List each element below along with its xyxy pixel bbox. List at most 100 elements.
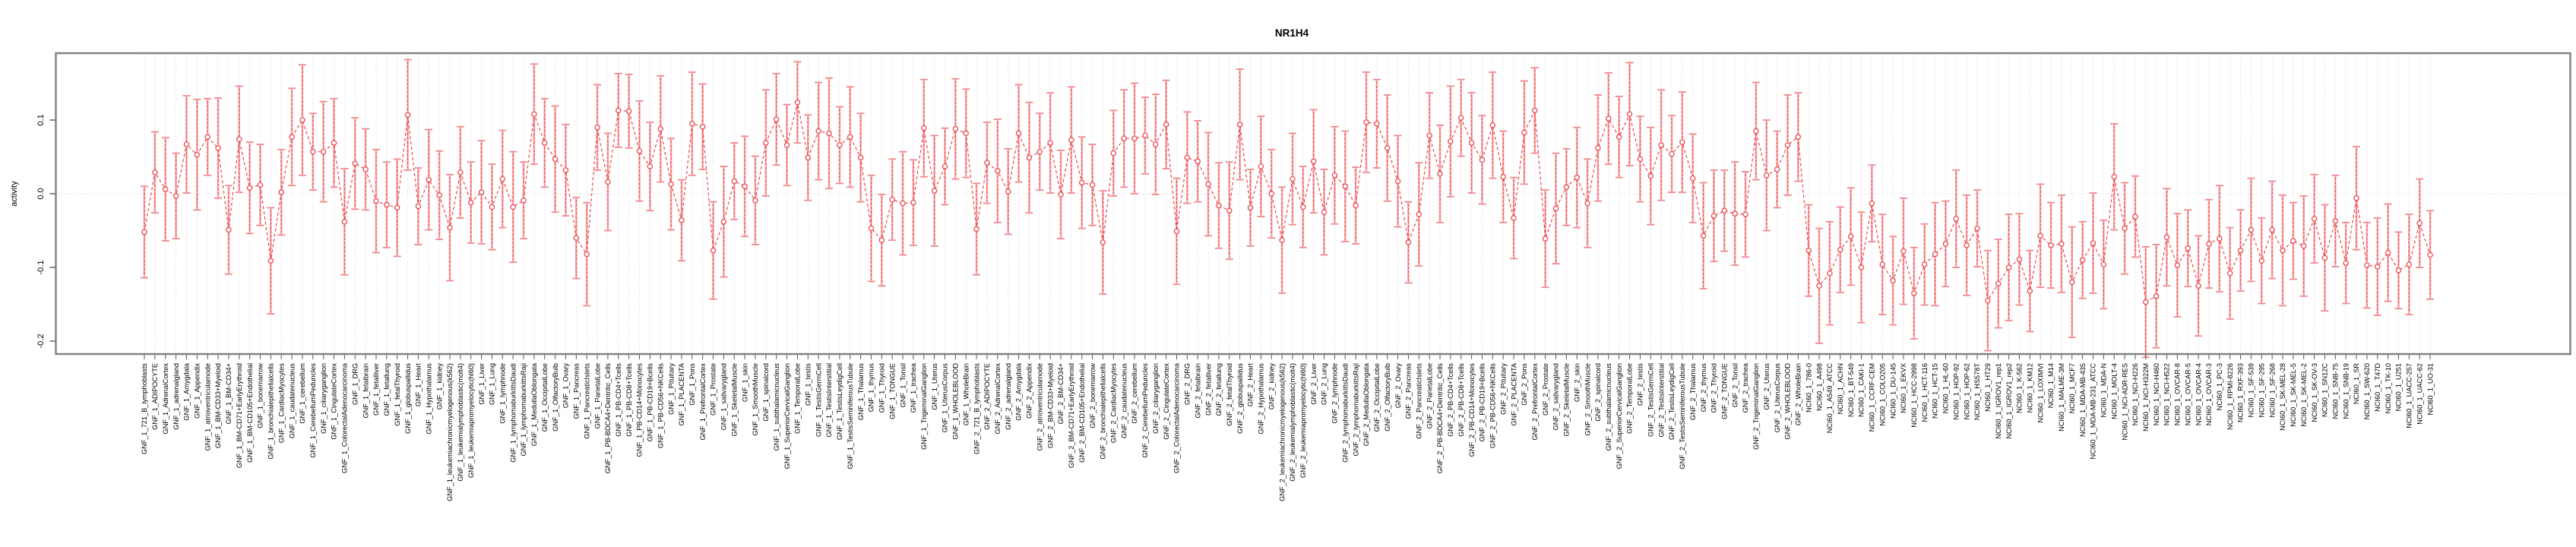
x-tick-label: GNF_1_ColorectalAdenocarcinoma <box>341 362 349 473</box>
data-point <box>1953 216 1960 222</box>
data-point <box>2280 247 2286 254</box>
x-tick-label: NCI60_1_RPMI-8226 <box>2226 363 2234 430</box>
x-tick-label: GNF_1_CerebellumPeduncles <box>309 363 317 458</box>
x-tick-label: GNF_1_atrioventricularnode <box>204 363 211 451</box>
data-point <box>1774 166 1780 172</box>
x-tick-label: GNF_1_PrefrontalCortex <box>699 363 707 441</box>
x-tick-label: GNF_1_Liver <box>478 363 486 405</box>
data-point <box>636 147 643 154</box>
data-point <box>1647 172 1654 179</box>
data-point <box>878 237 885 243</box>
data-point <box>436 192 442 198</box>
x-tick-label: GNF_2_leukemiapromyelocytic(hl60) <box>1299 363 1307 478</box>
x-tick-label: GNF_2_spinalcord <box>1594 363 1602 422</box>
data-point <box>1669 150 1675 157</box>
x-tick-label: GNF_2_lymphomaburkittsDaudi <box>1341 363 1349 463</box>
data-point <box>1078 179 1085 186</box>
data-point <box>573 235 580 241</box>
data-point <box>2385 249 2391 256</box>
x-tick-label: GNF_2_cerebellum <box>1131 363 1138 424</box>
x-tick-label: GNF_1_cerebellum <box>299 363 306 424</box>
x-tick-label: GNF_1_PB-CD8+Tcells <box>625 363 633 437</box>
x-tick-label: GNF_1_PB-CD56+NKCells <box>657 363 664 448</box>
x-tick-label: GNF_2_thymus <box>1700 363 1707 413</box>
x-tick-label: NCI60_1_CCRF-CEM <box>1869 363 1876 432</box>
x-tick-label: NCI60_1_ACHN <box>1837 363 1844 414</box>
x-tick-label: GNF_1_lymphnode <box>499 363 507 424</box>
x-tick-label: GNF_2_fetallung <box>1215 363 1223 416</box>
data-point <box>2153 293 2160 299</box>
data-point <box>2321 255 2328 261</box>
data-point <box>1500 173 1506 180</box>
data-point <box>1552 205 1559 212</box>
data-point <box>1036 148 1043 155</box>
data-point <box>1448 138 1454 144</box>
x-tick-label: GNF_2_UterusCorpus <box>1774 363 1781 433</box>
x-tick-label: GNF_1_fetalliver <box>372 363 380 416</box>
data-point <box>1584 200 1590 207</box>
data-point <box>805 154 812 161</box>
data-point <box>2311 216 2318 222</box>
x-tick-label: NCI60_1_HOP-92 <box>1952 363 1960 420</box>
x-tick-label: GNF_1_fetalbrain <box>362 363 369 419</box>
data-point <box>2374 264 2381 270</box>
data-point <box>1026 154 1033 161</box>
x-tick-label: GNF_2_Uterus <box>1763 363 1771 410</box>
data-point <box>952 125 959 132</box>
x-tick-label: GNF_1_globuspallidus <box>404 363 412 434</box>
data-point <box>2353 195 2359 201</box>
x-tick-label: GNF_2_TestisSeminiferousTubule <box>1679 363 1686 470</box>
x-tick-label: GNF_2_TONGUE <box>1721 363 1729 419</box>
plot-box <box>55 52 2571 356</box>
x-tick-label: NCI60_1_MDA-N <box>2100 363 2108 417</box>
data-point <box>1089 182 1096 188</box>
x-tick-label: NCI60_1_COLO205 <box>1878 363 1886 426</box>
data-point <box>552 156 559 163</box>
x-tick-label: GNF_2_bonemarrow <box>1089 363 1097 428</box>
x-tick-label: GNF_1_adrenalgland <box>172 363 180 430</box>
data-point <box>1974 225 1980 232</box>
data-point <box>1732 210 1738 217</box>
x-tick-label: GNF_1_leukemiapromyelocytic(hl60) <box>467 363 475 478</box>
data-point <box>1827 270 1833 277</box>
x-tick-label: GNF_1_BM-CD33+Myeloid <box>214 363 222 448</box>
x-tick-label: GNF_2_PB-CD56+NKCells <box>1489 363 1497 448</box>
data-point <box>415 203 422 210</box>
data-point <box>1689 175 1696 182</box>
data-point <box>794 99 801 106</box>
data-point <box>394 204 400 211</box>
x-tick-label: GNF_1_TrigeminalGanglion <box>920 363 928 450</box>
data-point <box>521 197 527 204</box>
data-point <box>1184 154 1191 161</box>
data-point <box>921 125 927 131</box>
data-point <box>657 125 663 132</box>
data-point <box>1015 130 1022 137</box>
x-tick-label: GNF_2_lymphomaburkittsRaji <box>1352 363 1359 457</box>
x-tick-label: GNF_2_TestisGermCell <box>1647 363 1654 437</box>
data-point <box>2427 251 2433 258</box>
x-tick-label: NCI60_1_A498 <box>1815 363 1823 411</box>
x-tick-label: GNF_1_leukemiachronicmyelogenous(k562) <box>446 363 454 501</box>
x-tick-label: GNF_2_721_B_lymphoblasts <box>973 363 980 454</box>
data-point <box>1710 213 1717 219</box>
x-tick-label: GNF_1_CingulateCortex <box>331 363 338 440</box>
x-tick-label: GNF_1_PLACENTA <box>678 362 685 425</box>
x-tick-label: NCI60_1_KM12 <box>2026 363 2033 413</box>
data-point <box>847 134 853 141</box>
data-point <box>2122 225 2128 232</box>
x-tick-label: GNF_2_OccipitalLobe <box>1373 363 1381 432</box>
x-tick-label: GNF_1_Prostate <box>710 363 717 416</box>
x-tick-label: GNF_2_Liver <box>1310 363 1318 405</box>
data-point <box>2217 236 2223 242</box>
data-point <box>1363 119 1369 125</box>
data-point <box>941 163 948 169</box>
data-point <box>2406 261 2413 267</box>
data-point <box>2027 288 2033 294</box>
x-tick-label: GNF_1_testis <box>805 363 812 406</box>
x-tick-label: NCI60_1_UO-31 <box>2426 363 2434 415</box>
data-point <box>995 168 1001 174</box>
x-tick-label: GNF_1_Pituitary <box>667 363 675 415</box>
data-point <box>1416 211 1422 217</box>
data-point <box>1058 191 1064 198</box>
x-tick-label: GNF_2_leukemialymphoblastic(molt4) <box>1289 363 1296 482</box>
